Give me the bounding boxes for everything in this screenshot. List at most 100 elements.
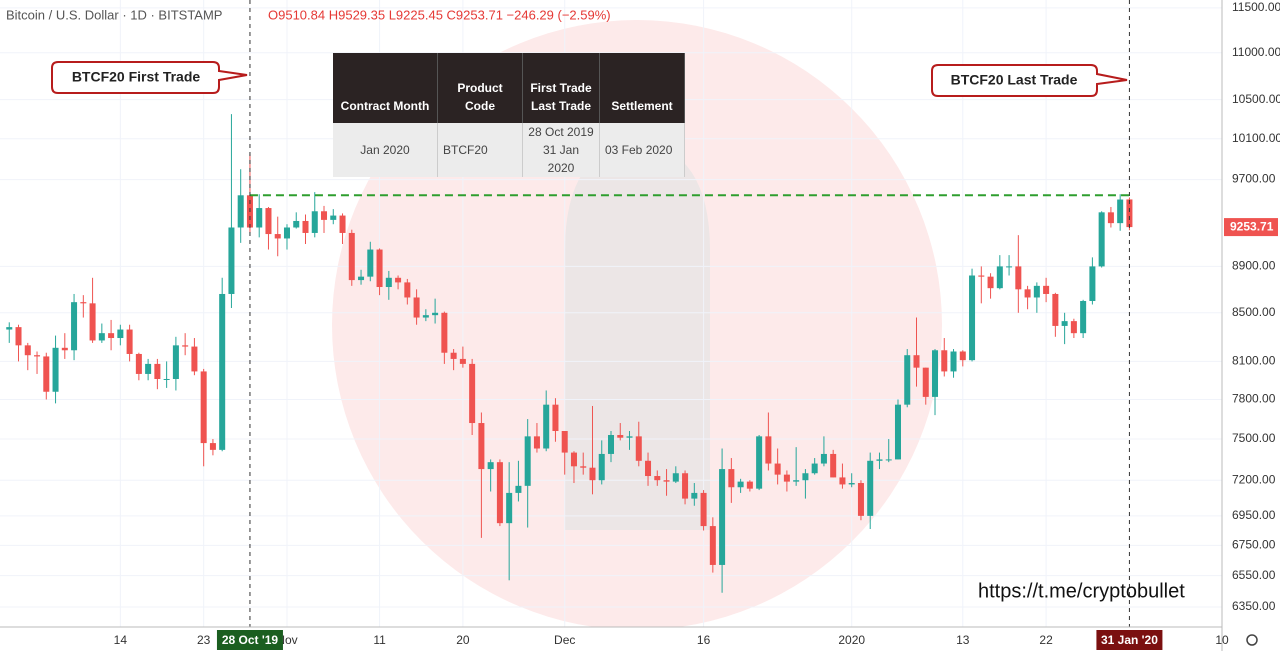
candle-body bbox=[478, 423, 485, 470]
candle-body bbox=[61, 347, 68, 351]
settings-icon[interactable] bbox=[1246, 634, 1258, 646]
candle-body bbox=[700, 492, 707, 527]
candle-body bbox=[506, 492, 513, 524]
price-label: 9253.71 bbox=[1230, 219, 1274, 233]
candle-body bbox=[682, 473, 689, 499]
candle-body bbox=[450, 352, 457, 359]
candle-body bbox=[293, 220, 300, 228]
contract-table: Contract Month Product Code First Trade L… bbox=[333, 53, 685, 177]
candle-body bbox=[117, 329, 124, 339]
candle-body bbox=[1080, 300, 1087, 334]
y-tick-label: 7500.00 bbox=[1232, 431, 1276, 445]
candle-body bbox=[256, 208, 263, 228]
annotation: BTCF20 Last Trade bbox=[951, 72, 1078, 88]
x-tick-label: 11 bbox=[373, 633, 386, 647]
candle-body bbox=[154, 363, 161, 379]
candle-body bbox=[848, 483, 855, 485]
candle-body bbox=[904, 355, 911, 405]
candle-body bbox=[126, 329, 133, 354]
candle-body bbox=[885, 459, 892, 461]
candle-body bbox=[746, 481, 753, 489]
cell-text: 03 Feb 2020 bbox=[605, 143, 673, 157]
y-tick-label: 6950.00 bbox=[1232, 508, 1276, 522]
candle-body bbox=[876, 459, 883, 461]
candle-body bbox=[1117, 199, 1124, 224]
candle-body bbox=[635, 436, 642, 461]
candle-body bbox=[441, 312, 448, 353]
candle-body bbox=[395, 277, 402, 283]
candle-body bbox=[932, 350, 939, 397]
candle-body bbox=[265, 208, 272, 235]
callout bbox=[931, 64, 1128, 97]
candle-body bbox=[358, 276, 365, 281]
x-tick-label: 2020 bbox=[838, 633, 865, 647]
candle-body bbox=[728, 469, 735, 488]
candle-body bbox=[1006, 266, 1013, 268]
candle-body bbox=[1098, 212, 1105, 267]
x-tick-label: 14 bbox=[114, 633, 128, 647]
candle-body bbox=[98, 333, 105, 341]
candle-body bbox=[894, 404, 901, 460]
column-header: First Trade Last Trade bbox=[522, 53, 600, 123]
candle-body bbox=[1061, 321, 1068, 326]
y-tick-label: 6350.00 bbox=[1232, 599, 1276, 613]
candle-body bbox=[219, 293, 226, 450]
candle-body bbox=[820, 453, 827, 464]
candle-body bbox=[34, 355, 41, 357]
candle-body bbox=[43, 356, 50, 392]
candle-body bbox=[367, 249, 374, 277]
candle-body bbox=[969, 275, 976, 361]
candle-body bbox=[376, 249, 383, 288]
x-tick-label: 16 bbox=[697, 633, 711, 647]
x-tick-label: 20 bbox=[456, 633, 470, 647]
candle-body bbox=[385, 277, 392, 288]
column-text: First Trade bbox=[530, 81, 592, 95]
candle-body bbox=[663, 480, 670, 482]
candle-body bbox=[737, 481, 744, 488]
table-row: Jan 2020 BTCF20 28 Oct 2019 31 Jan 2020 0… bbox=[333, 123, 685, 177]
cell-text: Jan 2020 bbox=[360, 143, 410, 157]
x-tick-label: 13 bbox=[956, 633, 970, 647]
candle-body bbox=[89, 303, 96, 341]
x-tick-label: 22 bbox=[1039, 633, 1053, 647]
x-axis-bg bbox=[0, 627, 1280, 651]
candle-body bbox=[80, 302, 87, 304]
ohlc-legend: O9510.84 H9529.35 L9225.45 C9253.71 −246… bbox=[268, 7, 611, 22]
candle-body bbox=[191, 346, 198, 372]
candle-body bbox=[793, 480, 800, 482]
candle-body bbox=[228, 227, 235, 294]
candle-body bbox=[302, 220, 309, 233]
annotation: BTCF20 First Trade bbox=[72, 69, 201, 85]
marker-label: 31 Jan '20 bbox=[1101, 633, 1158, 647]
candle-body bbox=[987, 276, 994, 289]
candle-body bbox=[533, 436, 540, 449]
marker-label-bg bbox=[1096, 630, 1163, 650]
y-tick-label: 10500.00 bbox=[1232, 92, 1280, 106]
candle-body bbox=[978, 275, 985, 277]
x-tick-label: Dec bbox=[554, 633, 575, 647]
y-tick-label: 9700.00 bbox=[1232, 172, 1276, 186]
column-header: Contract Month bbox=[333, 53, 438, 123]
candle-body bbox=[487, 462, 494, 470]
candle-body bbox=[172, 345, 179, 379]
candle-body bbox=[1126, 199, 1133, 228]
candle-body bbox=[1015, 266, 1022, 290]
column-text: Contract Month bbox=[340, 99, 430, 113]
x-tick-label: 23 bbox=[197, 633, 211, 647]
price-label-bg bbox=[1224, 218, 1278, 237]
candle-body bbox=[209, 443, 216, 450]
marker-label-bg bbox=[216, 630, 283, 650]
cell: 03 Feb 2020 bbox=[599, 123, 685, 177]
candle-body bbox=[52, 347, 59, 392]
candle-body bbox=[589, 467, 596, 481]
candle-body bbox=[321, 211, 328, 220]
axes: 6350.00 6550.00 6750.00 6950.00 7200.00 7500.… bbox=[114, 0, 1280, 650]
candle-body bbox=[135, 353, 142, 374]
column-text: Product Code bbox=[457, 81, 503, 113]
candle-body bbox=[922, 367, 929, 397]
candle-body bbox=[339, 215, 346, 233]
y-tick-label: 7200.00 bbox=[1232, 472, 1276, 486]
candle-body bbox=[182, 345, 189, 347]
grid bbox=[0, 0, 1223, 627]
